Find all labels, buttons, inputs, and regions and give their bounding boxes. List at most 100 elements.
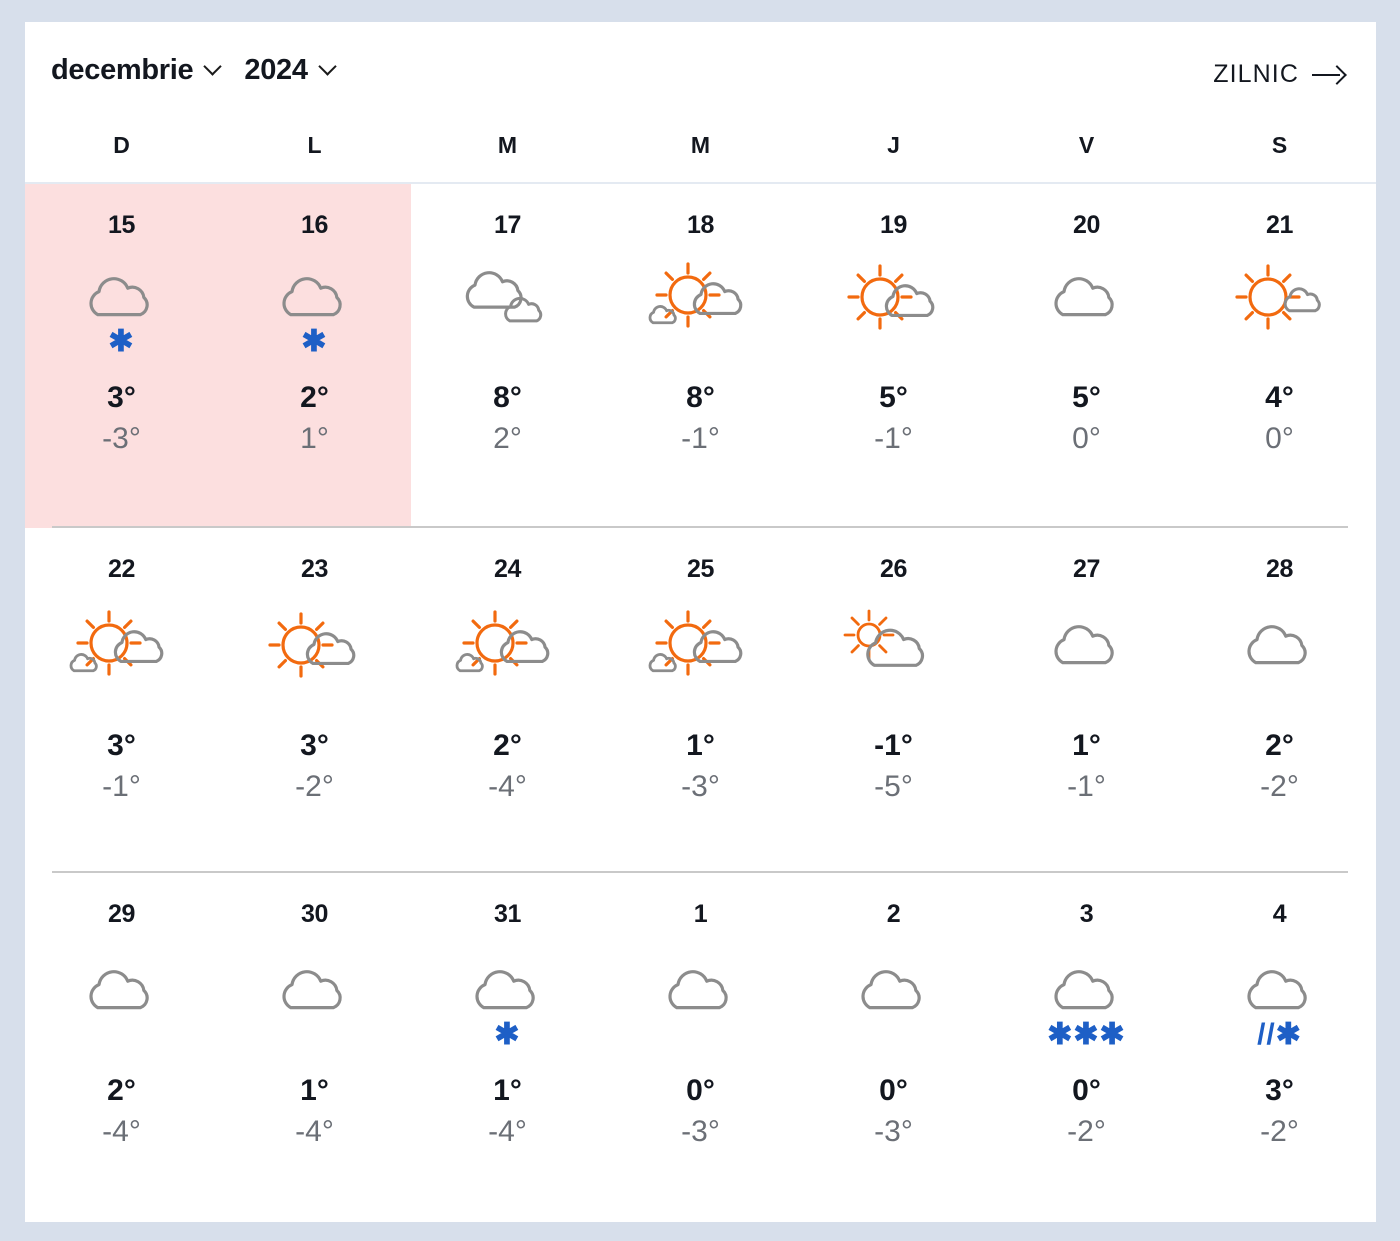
temperature-low: 0° [1072, 421, 1101, 455]
day-cell[interactable]: 28 2° -2° [1183, 528, 1376, 873]
temperature-block: 1° -3° [681, 726, 720, 807]
day-cell[interactable]: 2 0° -3° [797, 873, 990, 1218]
day-cell[interactable]: 19 5° -1° [797, 184, 990, 528]
temperature-high: 5° [1072, 381, 1101, 414]
day-cell[interactable]: 21 4° 0° [1183, 184, 1376, 528]
temperature-low: -3° [102, 421, 141, 455]
weather-icon-area [797, 262, 990, 370]
day-number: 30 [300, 900, 328, 928]
weather-icon-area [218, 610, 411, 718]
temperature-low: -4° [102, 1114, 141, 1148]
week-row: 15 ✱ 3° -3° 16 ✱ 2° 1° 17 8° 2° 18 8° -1° 19 5° -1° 20 5° 0… [25, 184, 1376, 528]
day-cell[interactable]: 15 ✱ 3° -3° [25, 184, 218, 528]
temperature-high: 3° [1265, 1074, 1294, 1107]
cloud-icon [1228, 610, 1332, 682]
cloud-icon [1228, 955, 1332, 1027]
day-cell[interactable]: 31 ✱ 1° -4° [411, 873, 604, 1218]
cloud-icon [263, 262, 367, 334]
chevron-down-icon[interactable] [203, 57, 222, 76]
day-cell[interactable]: 1 0° -3° [604, 873, 797, 1218]
day-cell[interactable]: 30 1° -4° [218, 873, 411, 1218]
day-number: 16 [300, 211, 328, 239]
cloud-icon [263, 955, 367, 1027]
cloud-icon [649, 955, 753, 1027]
temperature-low: 2° [493, 421, 522, 455]
daily-view-link[interactable]: ZILNIC [1213, 60, 1346, 89]
day-cell[interactable]: 27 1° -1° [990, 528, 1183, 873]
day-cell[interactable]: 22 3° -1° [25, 528, 218, 873]
arrow-right-icon [1312, 64, 1346, 86]
daily-view-label: ZILNIC [1213, 60, 1299, 88]
day-cell[interactable]: 16 ✱ 2° 1° [218, 184, 411, 528]
day-cell[interactable]: 25 1° -3° [604, 528, 797, 873]
day-cell[interactable]: 20 5° 0° [990, 184, 1183, 528]
day-number: 28 [1265, 555, 1293, 583]
day-cell[interactable]: 4//✱ 3° -2° [1183, 873, 1376, 1218]
sun-behind-cloud-with-small-cloud-icon [640, 262, 762, 334]
sun-behind-cloud-icon [836, 262, 952, 334]
cloud-icon [456, 955, 560, 1027]
sun-behind-cloud-with-small-cloud-icon [640, 610, 762, 682]
temperature-low: -5° [874, 769, 913, 803]
day-cell[interactable]: 3 ✱✱✱ 0° -2° [990, 873, 1183, 1218]
weather-icon-area [797, 609, 990, 718]
weekday-header-4: J [887, 132, 900, 158]
day-cell[interactable]: 18 8° -1° [604, 184, 797, 528]
day-cell[interactable]: 26 -1° -5° [797, 528, 990, 873]
day-cell[interactable]: 29 2° -4° [25, 873, 218, 1218]
temperature-block: 8° -1° [681, 378, 720, 459]
weather-icon-area: ✱ [411, 955, 604, 1063]
year-picker[interactable]: 2024 [244, 54, 336, 87]
temperature-high: -1° [874, 729, 913, 762]
temperature-low: -1° [874, 421, 913, 455]
weather-icon-area [218, 955, 411, 1063]
weather-icon-area [604, 955, 797, 1063]
temperature-block: 3° -2° [1260, 1071, 1299, 1152]
mostly-cloudy-with-sun-peek-icon [838, 609, 950, 682]
month-label: decembrie [51, 54, 194, 86]
week-divider [52, 871, 1348, 873]
weather-icon-area [411, 610, 604, 718]
day-cell[interactable]: 17 8° 2° [411, 184, 604, 528]
temperature-low: -1° [1067, 769, 1106, 803]
temperature-low: -3° [681, 1114, 720, 1148]
temperature-high: 3° [107, 729, 136, 762]
temperature-block: 0° -3° [874, 1071, 913, 1152]
sun-behind-cloud-with-small-cloud-icon [447, 610, 569, 682]
day-number: 31 [493, 900, 521, 928]
temperature-high: 3° [300, 729, 329, 762]
temperature-low: -4° [488, 1114, 527, 1148]
header-divider [25, 182, 1376, 184]
day-number: 26 [879, 555, 907, 583]
day-number: 27 [1072, 555, 1100, 583]
day-cell[interactable]: 23 3° -2° [218, 528, 411, 873]
temperature-block: 3° -3° [102, 378, 141, 459]
month-picker[interactable]: decembrie [51, 54, 222, 87]
weekday-header-5: V [1078, 132, 1095, 158]
week-row: 22 3° -1° 23 3° -2° 24 2° -4° 25 1° -3° 26 -1° -5° 27 1°… [25, 528, 1376, 873]
weather-icon-area [25, 610, 218, 718]
chevron-down-icon[interactable] [318, 57, 337, 76]
temperature-block: 0° -2° [1067, 1071, 1106, 1152]
temperature-low: -2° [1260, 1114, 1299, 1148]
weather-icon-area: ✱ [218, 262, 411, 370]
temperature-high: 2° [300, 381, 329, 414]
temperature-block: 0° -3° [681, 1071, 720, 1152]
day-number: 25 [686, 555, 714, 583]
weather-icon-area [797, 955, 990, 1063]
temperature-block: 3° -1° [102, 726, 141, 807]
temperature-high: 3° [107, 381, 136, 414]
temperature-high: 2° [107, 1074, 136, 1107]
day-number: 19 [879, 211, 907, 239]
temperature-high: 4° [1265, 381, 1294, 414]
temperature-high: 8° [493, 381, 522, 414]
sun-behind-cloud-icon [257, 610, 373, 682]
temperature-low: -3° [874, 1114, 913, 1148]
temperature-block: 8° 2° [493, 378, 522, 459]
cloud-icon [1035, 610, 1139, 682]
temperature-low: -2° [295, 769, 334, 803]
temperature-block: -1° -5° [874, 726, 913, 807]
weather-icon-area [1183, 262, 1376, 370]
temperature-block: 2° -4° [102, 1071, 141, 1152]
day-cell[interactable]: 24 2° -4° [411, 528, 604, 873]
